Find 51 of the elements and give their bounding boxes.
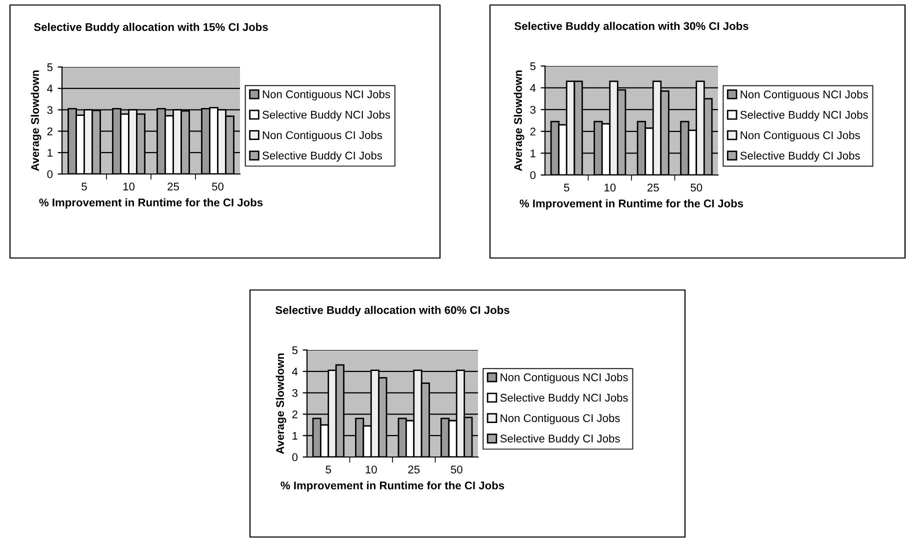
x-tick-label: 5 [564, 184, 570, 192]
y-tick-label: 5 [47, 63, 53, 72]
y-axis-title: Average Slowdown [30, 70, 42, 171]
x-tick-label: 50 [212, 182, 224, 190]
y-tick-label: 4 [530, 84, 536, 92]
legend-label: Selective Buddy NCI Jobs [262, 110, 390, 121]
x-tick-label: 10 [366, 466, 377, 474]
legend-label: Selective Buddy NCI Jobs [500, 393, 628, 404]
y-tick-label: 3 [292, 389, 298, 397]
y-tick-label: 4 [47, 84, 53, 92]
legend-label: Selective Buddy CI Jobs [262, 151, 382, 162]
y-tick-label: 3 [47, 106, 52, 114]
y-tick-label: 1 [292, 432, 298, 440]
x-axis-title: % Improvement in Runtime for the CI Jobs [520, 199, 744, 210]
x-axis-title: % Improvement in Runtime for the CI Jobs [280, 481, 504, 492]
y-tick-label: 4 [292, 368, 298, 376]
legend-label: Non Contiguous NCI Jobs [500, 373, 628, 384]
legend-label: Non Contiguous NCI Jobs [262, 90, 390, 100]
x-tick-label: 50 [450, 466, 462, 474]
y-tick-label: 2 [530, 128, 536, 136]
y-tick-label: 0 [530, 171, 536, 180]
x-tick-label: 25 [408, 466, 420, 474]
legend-label: Non Contiguous CI Jobs [740, 131, 860, 142]
x-tick-label: 50 [690, 184, 702, 192]
chart-title: Selective Buddy allocation with 15% CI Jobs [34, 22, 268, 34]
legend-label: Selective Buddy NCI Jobs [740, 110, 868, 121]
y-tick-label: 0 [292, 453, 298, 462]
x-tick-label: 10 [123, 182, 134, 190]
legend-label: Non Contiguous NCI Jobs [740, 90, 868, 101]
y-tick-label: 2 [47, 127, 52, 136]
legend-label: Non Contiguous CI Jobs [262, 130, 382, 142]
x-tick-label: 5 [326, 466, 331, 474]
legend-label: Selective Buddy CI Jobs [500, 434, 620, 445]
x-axis-title: % Improvement in Runtime for the CI Jobs [39, 198, 263, 209]
y-tick-label: 3 [530, 106, 536, 114]
y-tick-label: 5 [530, 62, 536, 70]
x-tick-label: 25 [648, 184, 659, 192]
y-tick-label: 0 [47, 170, 53, 178]
x-tick-label: 10 [604, 184, 616, 192]
legend-label: Non Contiguous CI Jobs [500, 414, 620, 424]
x-tick-label: 5 [82, 182, 87, 190]
x-tick-label: 25 [168, 182, 179, 190]
chart-title: Selective Buddy allocation with 30% CI Jobs [514, 22, 748, 32]
y-axis-title: Average Slowdown [514, 70, 524, 171]
y-tick-label: 1 [48, 148, 52, 157]
y-tick-label: 2 [292, 410, 298, 418]
y-tick-label: 5 [292, 346, 298, 354]
chart-title: Selective Buddy allocation with 60% CI Jobs [276, 306, 510, 316]
y-tick-label: 1 [530, 150, 536, 158]
y-axis-title: Average Slowdown [276, 353, 286, 454]
legend-label: Selective Buddy CI Jobs [740, 151, 860, 162]
